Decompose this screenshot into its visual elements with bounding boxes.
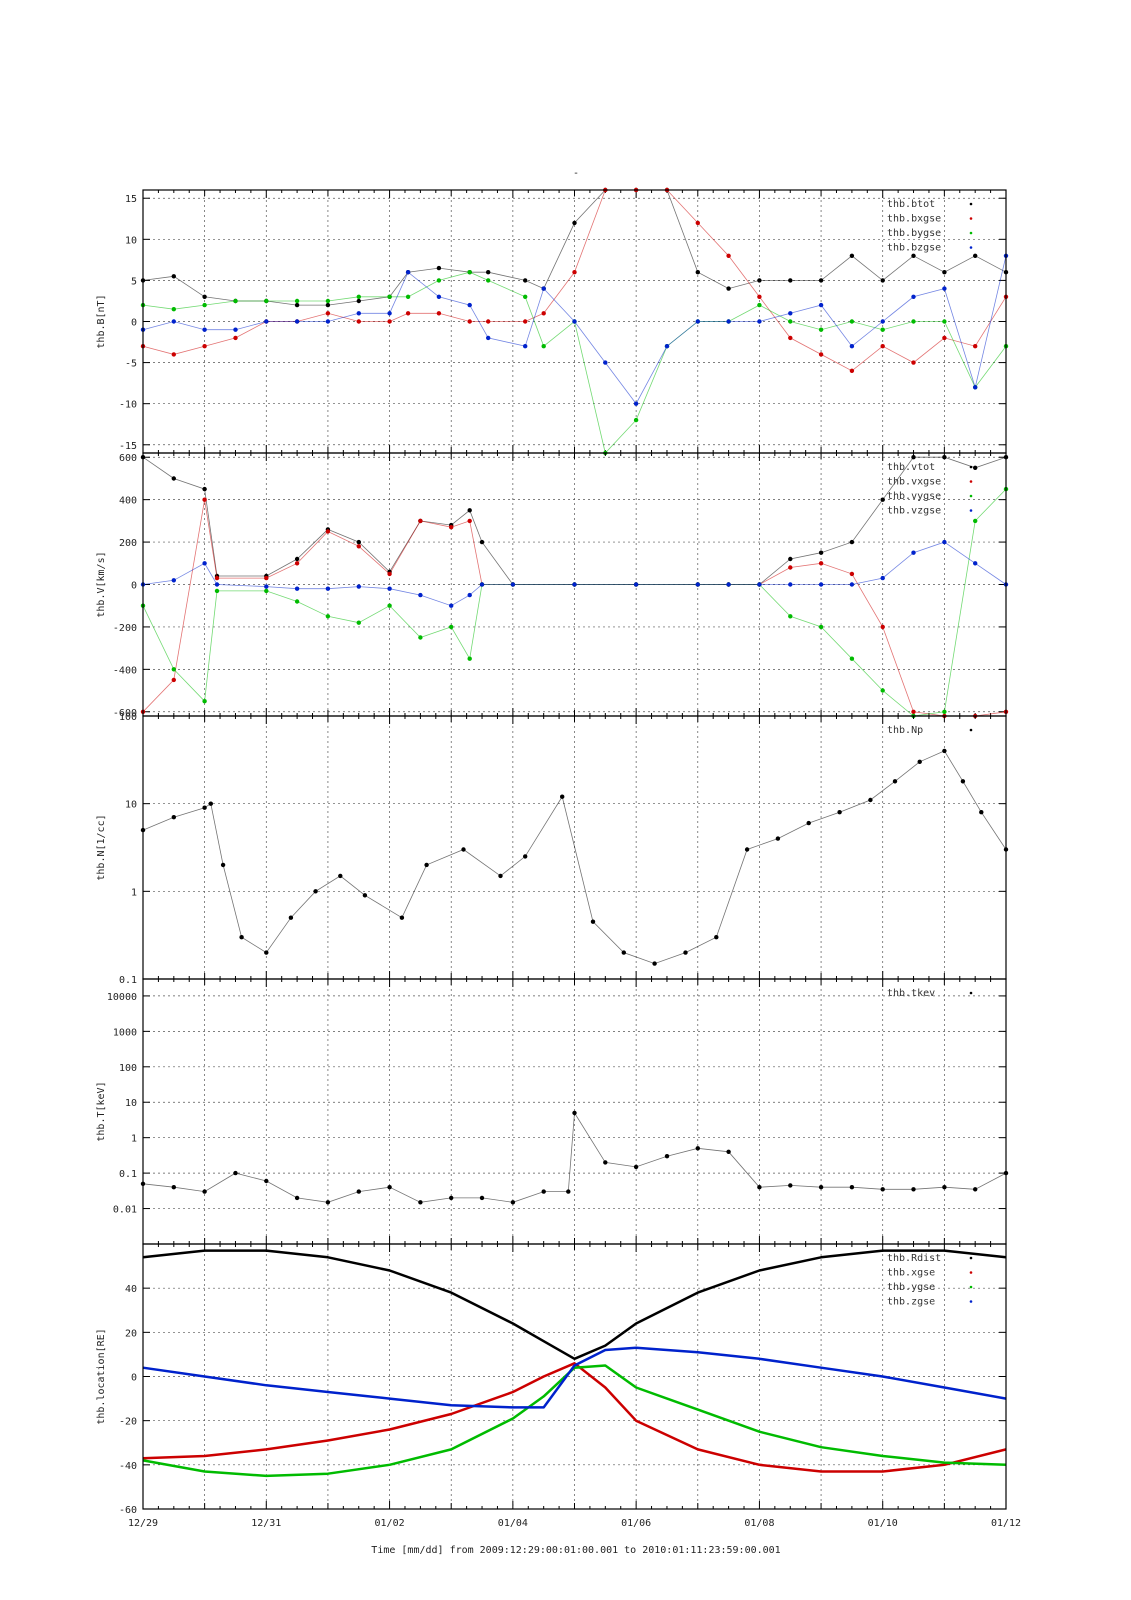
legend-label: thb.vtot (887, 462, 935, 473)
series-trace-0 (142, 750, 1007, 965)
x-tick-label: 01/06 (621, 1518, 651, 1529)
legend-marker (969, 1300, 973, 1303)
legend-marker (969, 494, 973, 498)
x-tick-label: 01/08 (744, 1518, 774, 1529)
y-axis-title: thb.V[km/s] (96, 551, 107, 617)
series-trace-2 (142, 271, 1007, 454)
y-tick-label: 20 (125, 1328, 137, 1339)
legend-label: thb.vygse (887, 491, 941, 502)
legend-marker (969, 217, 973, 220)
x-tick-label: 01/10 (868, 1518, 898, 1529)
legend-marker (969, 1285, 973, 1289)
legend-label: thb.Np (887, 725, 923, 736)
y-tick-label: -600 (113, 708, 137, 719)
y-tick-label: 0.1 (119, 1169, 137, 1180)
legend-marker (969, 991, 973, 995)
legend-label: thb.xgse (887, 1268, 935, 1279)
panel-4: -60 -40 -20 0 20 40 thb.Rdist thb.xgse thb.ygse t… (96, 1243, 1007, 1516)
series-trace-3 (142, 541, 1007, 607)
y-tick-label: 15 (125, 194, 137, 205)
legend-marker (969, 246, 973, 249)
x-tick-label: 12/29 (128, 1518, 158, 1529)
x-tick-label: 01/12 (991, 1518, 1021, 1529)
y-tick-label: -10 (119, 400, 137, 411)
legend-label: thb.btot (887, 199, 935, 210)
legend-marker (969, 1271, 973, 1274)
y-tick-label: 600 (119, 453, 137, 464)
series-trace-3 (142, 255, 1007, 405)
y-axis-title: thb.T[keV] (96, 1081, 107, 1141)
y-tick-label: 10 (125, 235, 137, 246)
legend-label: thb.vxgse (887, 477, 941, 488)
y-tick-label: 200 (119, 538, 137, 549)
panel-frame (142, 1243, 1007, 1510)
y-tick-label: 1 (131, 887, 137, 898)
y-tick-label: 0 (131, 581, 137, 592)
y-tick-label: 0.1 (119, 975, 137, 986)
x-axis-caption: Time [mm/dd] from 2009:12:29:00:01:00.00… (371, 1545, 780, 1556)
legend-label: thb.bygse (887, 228, 941, 239)
legend-marker (969, 509, 973, 512)
y-axis-title: thb.location[RE] (96, 1328, 107, 1424)
legend-label: thb.tkev (887, 988, 935, 999)
y-tick-label: 10 (125, 1098, 137, 1109)
series-line-1 (142, 1362, 1007, 1473)
legend-label: thb.Rdist (887, 1253, 941, 1264)
y-axis-title: thb.N[1/cc] (96, 814, 107, 880)
legend-marker (969, 202, 973, 206)
y-tick-label: 1000 (113, 1027, 137, 1038)
legend-marker (969, 465, 973, 469)
y-tick-label: -20 (119, 1417, 137, 1428)
series-trace-0 (142, 189, 1007, 306)
y-tick-label: -60 (119, 1505, 137, 1516)
y-tick-label: -200 (113, 623, 137, 634)
y-tick-label: 0 (131, 318, 137, 329)
y-tick-label: 0.01 (113, 1205, 137, 1216)
y-axis-title: thb.B[nT] (96, 294, 107, 348)
y-tick-label: 1 (131, 1134, 137, 1145)
legend-label: thb.zgse (887, 1297, 935, 1308)
y-tick-label: -15 (119, 441, 137, 452)
y-tick-label: 10 (125, 800, 137, 811)
y-tick-label: 5 (131, 276, 137, 287)
series-line-2 (142, 1364, 1007, 1478)
series-3 (140, 539, 1009, 608)
series-0 (140, 748, 1009, 966)
legend-marker (969, 480, 973, 483)
series-line-3 (142, 1346, 1007, 1409)
x-tick-label: 01/02 (375, 1518, 405, 1529)
legend-label: thb.vzgse (887, 506, 941, 517)
y-tick-label: 0 (131, 1373, 137, 1384)
series-trace-0 (142, 1111, 1007, 1203)
panel-3: 0.01 0.1 1 10 100 1000 10000 thb.tkev thb.T[keV] (96, 978, 1009, 1245)
y-tick-label: 40 (125, 1284, 137, 1295)
x-tick-label: 01/04 (498, 1518, 528, 1529)
series-0 (140, 1110, 1009, 1205)
y-tick-label: -5 (125, 359, 137, 370)
y-tick-label: 100 (119, 1063, 137, 1074)
series-2 (140, 270, 1009, 456)
legend-label: thb.bzgse (887, 243, 941, 254)
x-tick-label: 12/31 (251, 1518, 281, 1529)
y-tick-label: -400 (113, 665, 137, 676)
legend-marker (969, 728, 973, 732)
series-3 (140, 253, 1009, 406)
panel-0: -15 -10 -5 0 5 10 15 thb.btot thb.bxgse thb.bygse… (96, 187, 1009, 456)
y-tick-label: 400 (119, 496, 137, 507)
series-line-0 (142, 1249, 1007, 1361)
y-tick-label: -40 (119, 1461, 137, 1472)
legend-label: thb.bxgse (887, 214, 941, 225)
panel-1: -600 -400 -200 0 200 400 600 thb.vtot thb.vxgse t… (96, 452, 1009, 719)
y-tick-label: 100 (119, 712, 137, 723)
figure-title: - (573, 168, 579, 179)
y-tick-label: 10000 (107, 992, 137, 1003)
legend-label: thb.ygse (887, 1282, 935, 1293)
legend-marker (969, 1256, 973, 1260)
legend-marker (969, 231, 973, 235)
